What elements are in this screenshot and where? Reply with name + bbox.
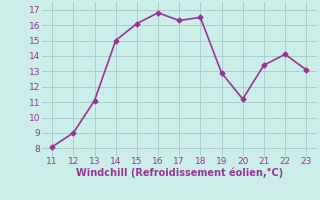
X-axis label: Windchill (Refroidissement éolien,°C): Windchill (Refroidissement éolien,°C) — [76, 168, 283, 178]
